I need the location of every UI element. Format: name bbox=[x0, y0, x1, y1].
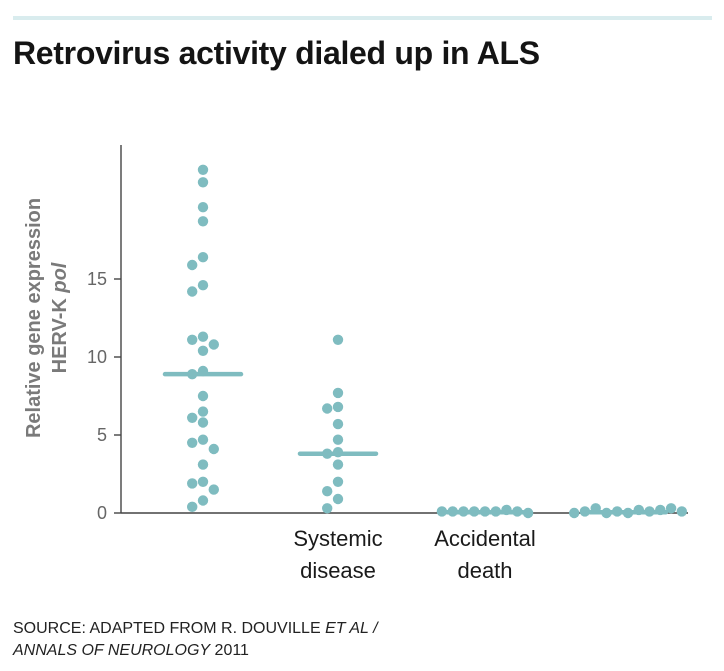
data-point-0-3 bbox=[197, 216, 209, 227]
data-point-1-8 bbox=[332, 459, 344, 470]
data-point-0-22 bbox=[197, 476, 209, 487]
y-axis-label-italic: pol bbox=[49, 262, 71, 293]
category-label-1-0: Systemic bbox=[293, 526, 382, 551]
source-prefix: SOURCE: ADAPTED FROM R. DOUVILLE bbox=[13, 620, 326, 637]
data-point-1-0 bbox=[332, 334, 344, 345]
data-point-0-6 bbox=[197, 280, 209, 291]
data-point-0-7 bbox=[187, 286, 198, 297]
data-point-2-8 bbox=[522, 507, 534, 519]
data-point-1-1 bbox=[332, 387, 344, 399]
data-point-3-1 bbox=[612, 506, 623, 517]
data-point-0-5 bbox=[187, 259, 198, 271]
data-point-2-5 bbox=[447, 506, 458, 517]
data-point-2-2 bbox=[490, 506, 501, 517]
data-point-3-8 bbox=[665, 503, 677, 514]
data-point-0-1 bbox=[197, 177, 209, 188]
data-point-0-23 bbox=[187, 478, 198, 489]
data-point-2-4 bbox=[501, 504, 512, 516]
data-point-0-20 bbox=[208, 443, 219, 455]
data-point-2-7 bbox=[436, 506, 448, 517]
y-tick-label-0: 0 bbox=[97, 503, 107, 523]
data-point-0-10 bbox=[208, 339, 219, 350]
data-point-1-9 bbox=[332, 476, 344, 487]
data-point-0-21 bbox=[197, 459, 209, 470]
data-point-0-2 bbox=[197, 202, 209, 213]
data-point-3-2 bbox=[633, 504, 644, 516]
source-note: SOURCE: ADAPTED FROM R. DOUVILLE ET AL /… bbox=[13, 618, 378, 662]
page-title: Retrovirus activity dialed up in ALS bbox=[13, 35, 540, 71]
data-point-0-4 bbox=[197, 252, 209, 263]
source-et-al: ET AL / bbox=[325, 620, 378, 637]
data-point-2-3 bbox=[458, 506, 469, 517]
data-point-1-5 bbox=[332, 434, 344, 445]
data-point-0-24 bbox=[208, 484, 219, 495]
data-point-1-12 bbox=[322, 503, 333, 514]
y-tick-label-15: 15 bbox=[87, 269, 107, 289]
y-axis-label-line2: HERV-K bbox=[49, 293, 71, 374]
data-point-3-9 bbox=[569, 507, 580, 519]
data-point-1-10 bbox=[322, 486, 333, 497]
data-point-1-6 bbox=[332, 447, 344, 458]
chart: 0 5 10 15 Relative gene expression HERV-K pol… bbox=[23, 145, 688, 583]
y-axis-label: Relative gene expression HERV-K pol bbox=[23, 198, 71, 438]
data-point-0-16 bbox=[187, 412, 198, 423]
data-point-0-0 bbox=[197, 164, 209, 175]
data-point-3-3 bbox=[601, 507, 612, 519]
data-point-3-6 bbox=[655, 504, 666, 516]
data-point-2-6 bbox=[512, 506, 523, 517]
data-point-0-19 bbox=[187, 437, 198, 448]
data-point-3-4 bbox=[644, 506, 655, 517]
category-label-2-1: death bbox=[457, 558, 512, 583]
category-label-2-0: Accidental bbox=[434, 526, 536, 551]
data-point-0-18 bbox=[197, 434, 209, 445]
data-point-2-0 bbox=[479, 506, 491, 517]
data-point-0-11 bbox=[197, 345, 209, 356]
data-point-0-13 bbox=[187, 369, 198, 380]
y-axis-label-line1: Relative gene expression bbox=[23, 198, 45, 438]
data-point-0-15 bbox=[197, 406, 209, 417]
data-point-1-3 bbox=[322, 403, 333, 414]
source-year: 2011 bbox=[210, 642, 249, 659]
data-point-2-1 bbox=[469, 506, 480, 517]
category-label-1-1: disease bbox=[300, 558, 376, 583]
data-point-1-7 bbox=[322, 448, 333, 459]
data-point-0-8 bbox=[197, 331, 209, 342]
top-rule bbox=[13, 16, 712, 20]
data-point-0-26 bbox=[187, 501, 198, 512]
data-point-3-0 bbox=[622, 507, 634, 519]
data-point-3-5 bbox=[590, 503, 601, 514]
data-point-3-10 bbox=[676, 506, 687, 517]
source-journal: ANNALS OF NEUROLOGY bbox=[13, 642, 211, 659]
data-point-1-2 bbox=[332, 401, 344, 413]
data-point-0-17 bbox=[197, 417, 209, 428]
data-point-0-14 bbox=[197, 390, 209, 402]
y-tick-label-5: 5 bbox=[97, 425, 107, 445]
data-point-0-12 bbox=[197, 365, 209, 377]
y-tick-label-10: 10 bbox=[87, 347, 107, 367]
data-point-0-25 bbox=[197, 495, 209, 506]
data-point-3-7 bbox=[579, 506, 591, 517]
data-point-1-11 bbox=[332, 493, 344, 505]
data-point-0-9 bbox=[187, 334, 198, 345]
data-point-1-4 bbox=[332, 418, 344, 430]
